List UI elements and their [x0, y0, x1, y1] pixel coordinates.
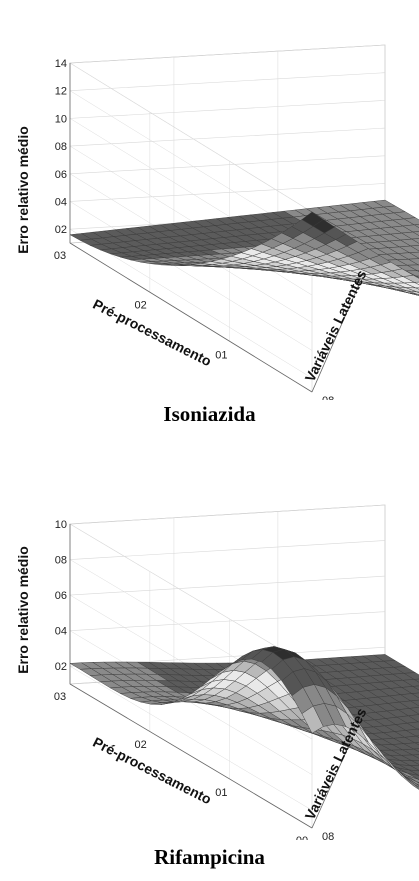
z-tick-label: 08	[55, 141, 67, 153]
surface-cell	[415, 275, 419, 278]
z-tick-label: 02	[55, 661, 67, 673]
z-tick-label: 10	[55, 113, 67, 125]
z-axis-label: Erro relativo médio	[15, 126, 31, 254]
isoniazida-surface-chart: 020406081012140001020302040608Erro relat…	[15, 44, 419, 400]
x-tick-label: 02	[135, 739, 147, 751]
rifampicina-surface-chart: 02040608100001020302040608Erro relativo …	[15, 504, 419, 840]
rifampicina-panel: 02040608100001020302040608Erro relativo …	[0, 440, 419, 881]
y-tick-label: 08	[322, 395, 334, 400]
z-tick-label: 06	[55, 590, 67, 602]
surface-cell	[415, 287, 419, 290]
surface-mesh	[69, 199, 419, 296]
x-tick-label: 00	[296, 835, 308, 840]
y-tick-label: 08	[322, 831, 334, 840]
rifampicina-caption: Rifampicina	[154, 845, 265, 869]
x-tick-label: 03	[54, 250, 66, 262]
z-tick-label: 10	[55, 519, 67, 531]
z-tick-label: 12	[55, 86, 67, 98]
z-tick-label: 04	[55, 196, 67, 208]
x-tick-label: 01	[215, 787, 227, 799]
x-tick-label: 03	[54, 691, 66, 703]
surface-cell	[413, 281, 419, 285]
isoniazida-panel: 020406081012140001020302040608Erro relat…	[0, 0, 419, 440]
z-tick-label: 14	[55, 58, 67, 70]
x-tick-label: 02	[135, 300, 147, 312]
z-tick-label: 06	[55, 169, 67, 181]
surface-cell	[301, 705, 324, 734]
z-axis-label: Erro relativo médio	[15, 546, 31, 674]
z-tick-label: 08	[55, 555, 67, 567]
x-axis-label: Pré-processamento	[90, 296, 214, 370]
surface-cell	[301, 211, 324, 227]
x-tick-label: 00	[296, 399, 308, 400]
isoniazida-caption: Isoniazida	[163, 402, 256, 426]
x-axis-label: Pré-processamento	[90, 734, 214, 808]
x-tick-label: 01	[215, 349, 227, 361]
z-tick-label: 04	[55, 626, 67, 638]
z-tick-label: 02	[55, 224, 67, 236]
surface-mesh	[69, 646, 419, 790]
